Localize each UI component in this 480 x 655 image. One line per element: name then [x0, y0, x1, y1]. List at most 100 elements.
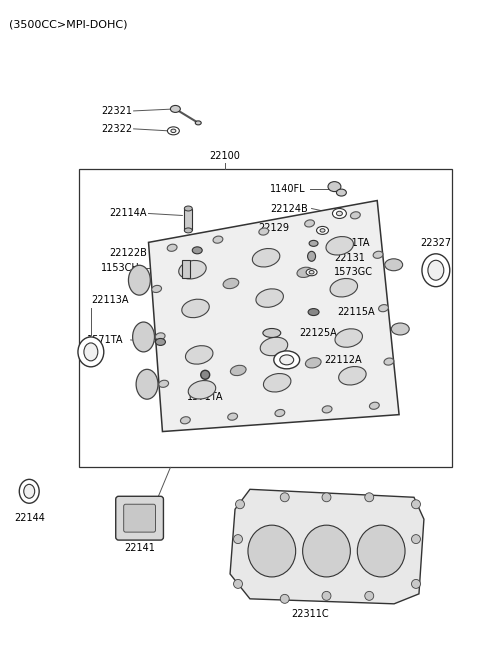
Ellipse shape — [168, 127, 180, 135]
Ellipse shape — [322, 591, 331, 601]
Ellipse shape — [305, 220, 314, 227]
Text: 22327: 22327 — [420, 238, 451, 248]
Ellipse shape — [274, 351, 300, 369]
Ellipse shape — [306, 269, 317, 276]
Text: 22321: 22321 — [101, 106, 132, 116]
Ellipse shape — [228, 413, 238, 421]
Ellipse shape — [411, 534, 420, 544]
Text: 1571TA: 1571TA — [335, 238, 371, 248]
Ellipse shape — [19, 479, 39, 503]
Ellipse shape — [309, 240, 318, 246]
Ellipse shape — [230, 365, 246, 375]
Ellipse shape — [309, 271, 314, 274]
Ellipse shape — [322, 493, 331, 502]
Ellipse shape — [180, 417, 190, 424]
Ellipse shape — [280, 493, 289, 502]
Text: 22114A: 22114A — [109, 208, 146, 219]
Ellipse shape — [171, 129, 176, 132]
Ellipse shape — [422, 254, 450, 287]
Text: 22100: 22100 — [210, 151, 240, 160]
Text: 22144: 22144 — [14, 514, 45, 523]
Text: 22124B: 22124B — [270, 204, 308, 214]
Ellipse shape — [316, 227, 328, 234]
Ellipse shape — [188, 381, 216, 399]
Ellipse shape — [185, 346, 213, 364]
Text: 22131: 22131 — [335, 253, 365, 263]
Ellipse shape — [411, 500, 420, 509]
Ellipse shape — [234, 534, 242, 544]
Ellipse shape — [322, 406, 332, 413]
Ellipse shape — [184, 228, 192, 233]
Ellipse shape — [384, 358, 394, 365]
Ellipse shape — [259, 228, 269, 235]
Ellipse shape — [297, 267, 312, 278]
Ellipse shape — [335, 329, 362, 347]
Ellipse shape — [280, 355, 294, 365]
Ellipse shape — [365, 591, 374, 601]
Ellipse shape — [184, 206, 192, 211]
Ellipse shape — [328, 181, 341, 191]
Text: 22322: 22322 — [101, 124, 132, 134]
Text: 1571TA: 1571TA — [187, 392, 224, 402]
Text: 1571TA: 1571TA — [87, 335, 123, 345]
Text: 22129: 22129 — [258, 223, 289, 233]
Ellipse shape — [234, 580, 242, 588]
Ellipse shape — [223, 278, 239, 289]
Ellipse shape — [326, 236, 353, 255]
Ellipse shape — [201, 370, 210, 379]
Text: 1140FL: 1140FL — [270, 183, 305, 194]
Ellipse shape — [336, 189, 347, 196]
Ellipse shape — [236, 500, 244, 509]
Ellipse shape — [252, 248, 280, 267]
Text: 22141: 22141 — [124, 543, 155, 553]
Text: 22112A: 22112A — [324, 355, 362, 365]
Ellipse shape — [385, 259, 403, 271]
Ellipse shape — [350, 212, 360, 219]
Bar — [182, 260, 190, 278]
Ellipse shape — [192, 247, 202, 254]
Text: (3500CC>MPI-DOHC): (3500CC>MPI-DOHC) — [9, 19, 128, 29]
FancyBboxPatch shape — [124, 504, 156, 532]
Ellipse shape — [308, 309, 319, 316]
Polygon shape — [148, 200, 399, 432]
Polygon shape — [230, 489, 424, 604]
Ellipse shape — [302, 525, 350, 577]
Ellipse shape — [24, 484, 35, 498]
Ellipse shape — [411, 580, 420, 588]
Ellipse shape — [305, 358, 321, 368]
Ellipse shape — [136, 369, 158, 399]
Ellipse shape — [167, 244, 177, 252]
Ellipse shape — [333, 208, 347, 219]
Bar — [184, 208, 192, 231]
Ellipse shape — [256, 289, 283, 307]
Ellipse shape — [379, 305, 388, 312]
Ellipse shape — [308, 252, 315, 261]
Text: 22311C: 22311C — [291, 608, 328, 619]
Text: 22113A: 22113A — [91, 295, 128, 305]
Ellipse shape — [260, 337, 288, 356]
Ellipse shape — [391, 323, 409, 335]
Ellipse shape — [357, 525, 405, 577]
Ellipse shape — [275, 409, 285, 417]
Ellipse shape — [159, 381, 168, 387]
Ellipse shape — [365, 493, 374, 502]
Ellipse shape — [373, 252, 383, 258]
Ellipse shape — [179, 261, 206, 279]
Ellipse shape — [264, 373, 291, 392]
Ellipse shape — [195, 121, 201, 125]
Ellipse shape — [156, 339, 166, 345]
Ellipse shape — [84, 343, 98, 361]
Ellipse shape — [320, 229, 325, 232]
Ellipse shape — [78, 337, 104, 367]
Ellipse shape — [263, 329, 281, 337]
Ellipse shape — [132, 322, 155, 352]
Ellipse shape — [152, 286, 162, 293]
Ellipse shape — [370, 402, 379, 409]
Ellipse shape — [336, 212, 342, 215]
FancyBboxPatch shape — [116, 496, 164, 540]
Ellipse shape — [182, 299, 209, 318]
Ellipse shape — [428, 260, 444, 280]
Text: 22122B: 22122B — [109, 248, 146, 258]
Text: 1573GC: 1573GC — [335, 267, 373, 277]
Ellipse shape — [330, 278, 358, 297]
